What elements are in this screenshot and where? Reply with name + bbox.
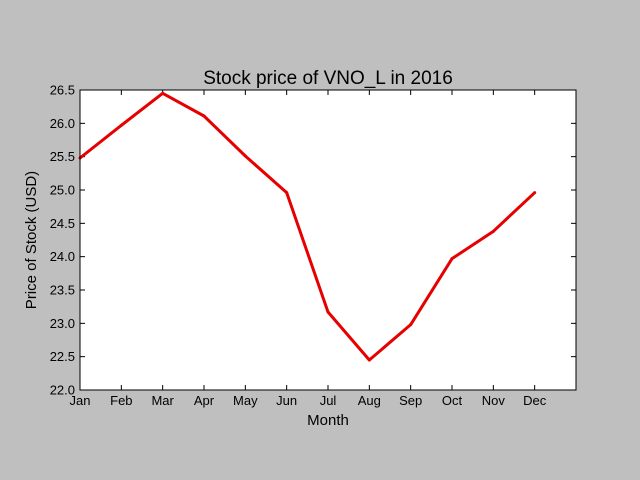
y-tick-label: 23.5 (50, 283, 75, 298)
data-points (78, 91, 537, 362)
data-point (285, 191, 289, 195)
x-tick-label: Aug (358, 393, 381, 408)
y-tick-label: 22.0 (50, 383, 75, 398)
y-tick-label: 25.5 (50, 149, 75, 164)
x-tick-label: Oct (442, 393, 463, 408)
x-axis-label: Month (307, 412, 349, 429)
data-point (326, 310, 330, 314)
x-tick-label: Mar (151, 393, 174, 408)
x-tick-label: May (233, 393, 258, 408)
x-tick-label: Jul (320, 393, 337, 408)
plot-area (80, 90, 576, 390)
data-point (491, 229, 495, 233)
x-tick-labels: Jan Feb Mar Apr May Jun Jul Aug Sep Oct Nov Dec (70, 393, 547, 408)
y-tick-label: 24.5 (50, 216, 75, 231)
data-point (409, 323, 413, 327)
plot-frame (79, 89, 577, 391)
x-tick-label: Jun (276, 393, 297, 408)
x-tick-label: Sep (399, 393, 422, 408)
x-tick-label: Nov (482, 393, 506, 408)
y-tick-label: 23.0 (50, 316, 75, 331)
y-tick-label: 24.0 (50, 249, 75, 264)
data-point (243, 154, 247, 158)
x-tick-label: Apr (194, 393, 215, 408)
data-point (367, 358, 371, 362)
data-point (533, 191, 537, 195)
y-tick-label: 25.0 (50, 183, 75, 198)
y-tick-label: 22.5 (50, 349, 75, 364)
x-tick-label: Dec (523, 393, 547, 408)
x-tick-label: Jan (70, 393, 91, 408)
y-tick-label: 26.5 (50, 83, 75, 98)
y-tick-labels: 22.0 22.5 23.0 23.5 24.0 24.5 25.0 25.5 26.0 26.5 (50, 83, 75, 398)
y-axis-label: Price of Stock (USD) (23, 171, 40, 309)
y-tick-label: 26.0 (50, 116, 75, 131)
data-point (119, 123, 123, 127)
data-point (161, 91, 165, 95)
data-point (450, 257, 454, 261)
chart-title: Stock price of VNO_L in 2016 (203, 68, 453, 89)
data-point (202, 114, 206, 118)
series-line (79, 91, 536, 362)
x-tick-label: Feb (110, 393, 132, 408)
